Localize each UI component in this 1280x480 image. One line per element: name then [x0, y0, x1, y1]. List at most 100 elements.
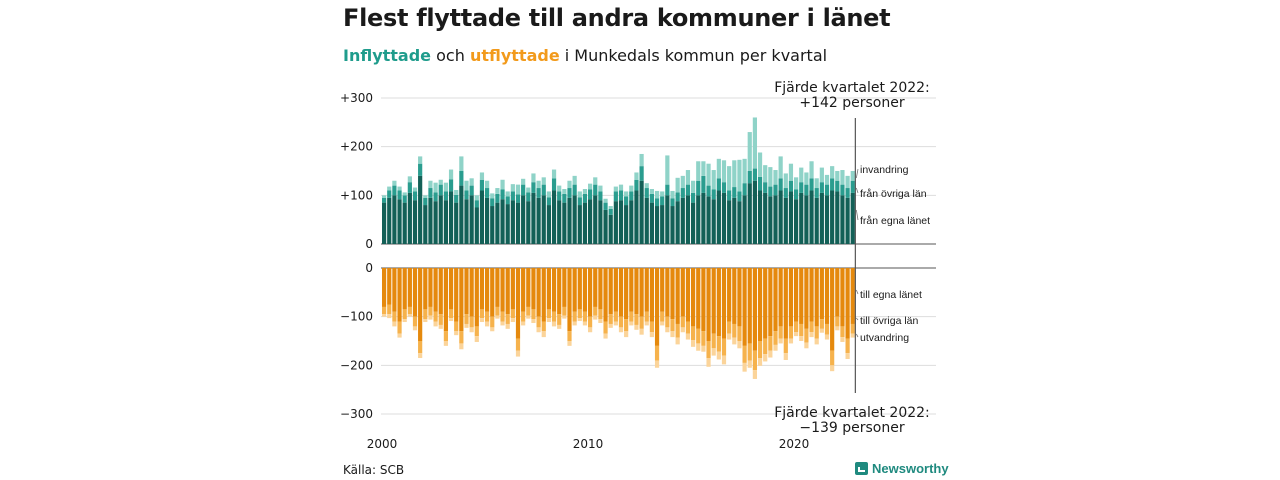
bar-out-2	[670, 331, 675, 338]
bar-in-0	[835, 191, 840, 244]
bar-out-2	[675, 337, 680, 345]
bar-in-0	[382, 202, 387, 244]
bar-in-0	[531, 192, 536, 244]
bar-in-1	[845, 188, 850, 198]
bar-out-0	[479, 268, 485, 310]
bar-in-2	[794, 177, 799, 190]
bar-in-0	[485, 197, 490, 244]
bar-in-1	[649, 193, 654, 203]
bar-out-2	[510, 318, 515, 323]
bar-in-2	[459, 156, 464, 171]
bar-out-1	[495, 306, 500, 316]
bar-out-0	[387, 268, 392, 305]
bar-in-1	[768, 186, 773, 197]
bar-out-1	[459, 331, 464, 344]
bar-out-1	[840, 326, 845, 338]
bar-in-1	[629, 191, 634, 201]
bar-in-0	[613, 201, 618, 244]
bar-in-2	[665, 155, 670, 185]
bar-out-0	[402, 268, 407, 310]
bar-out-0	[716, 268, 721, 337]
bar-in-0	[691, 202, 696, 244]
bar-in-0	[716, 190, 721, 244]
bar-out-2	[624, 331, 629, 338]
bar-in-2	[706, 163, 711, 186]
bar-in-1	[572, 184, 577, 196]
bar-in-2	[397, 186, 402, 191]
bar-out-0	[804, 268, 809, 329]
bar-out-2	[804, 342, 809, 349]
series-leader-out	[856, 317, 859, 321]
bar-in-1	[757, 176, 763, 191]
bar-in-1	[562, 193, 567, 203]
bar-in-1	[660, 196, 665, 206]
bar-out-0	[438, 268, 443, 315]
bar-out-1	[577, 309, 582, 319]
bar-out-1	[582, 311, 588, 322]
bar-in-0	[737, 201, 742, 244]
bar-out-1	[541, 321, 546, 332]
bar-in-2	[485, 180, 490, 189]
bar-out-0	[809, 268, 814, 322]
bar-in-1	[433, 192, 438, 202]
bar-in-1	[819, 182, 824, 193]
bar-out-2	[423, 319, 428, 323]
bar-out-1	[819, 319, 824, 329]
bar-in-2	[634, 172, 639, 180]
bar-out-1	[603, 321, 608, 334]
bar-out-0	[557, 268, 562, 315]
bar-out-0	[541, 268, 546, 322]
bar-in-0	[515, 202, 521, 244]
bar-out-0	[794, 268, 799, 322]
bar-in-0	[459, 185, 464, 244]
bar-in-1	[567, 188, 572, 198]
bar-out-1	[783, 338, 788, 354]
bar-in-2	[747, 132, 752, 171]
bar-out-2	[845, 353, 850, 360]
bar-out-0	[526, 268, 531, 307]
bar-in-0	[469, 195, 474, 244]
bar-out-1	[691, 326, 696, 341]
bar-in-2	[469, 178, 474, 186]
bar-out-0	[536, 268, 541, 317]
bar-out-2	[407, 314, 412, 317]
bar-in-1	[608, 208, 613, 215]
bar-out-2	[809, 332, 814, 338]
bar-out-1	[448, 309, 454, 319]
bar-in-1	[546, 197, 551, 206]
bar-in-0	[572, 195, 577, 244]
bar-out-0	[510, 268, 515, 310]
bar-out-1	[701, 331, 706, 346]
source-note: Källa: SCB	[343, 463, 405, 477]
bar-in-0	[830, 190, 835, 244]
bar-in-2	[500, 179, 505, 190]
bar-out-0	[505, 268, 510, 315]
bar-out-0	[675, 268, 680, 324]
bar-out-1	[850, 323, 855, 334]
bar-in-1	[701, 175, 706, 193]
bar-in-0	[490, 206, 495, 244]
bar-out-0	[752, 268, 757, 351]
bar-out-2	[397, 333, 402, 338]
bar-out-2	[680, 327, 685, 333]
bar-out-2	[562, 315, 567, 319]
bar-out-0	[629, 268, 634, 312]
bar-out-2	[546, 318, 551, 323]
bar-in-0	[402, 202, 407, 244]
bar-in-1	[495, 193, 500, 203]
bar-in-0	[412, 200, 418, 244]
bar-in-0	[778, 190, 783, 244]
bar-out-1	[634, 314, 639, 325]
bar-in-2	[387, 186, 392, 191]
bar-out-2	[557, 324, 562, 329]
bar-out-2	[701, 345, 706, 352]
bar-in-0	[598, 200, 603, 244]
bar-in-0	[696, 195, 701, 244]
bar-in-1	[526, 192, 531, 202]
bar-out-0	[397, 268, 402, 322]
y-tick-label-top: +200	[340, 140, 373, 154]
bar-in-2	[412, 187, 418, 192]
bar-in-1	[454, 194, 459, 203]
bar-out-1	[418, 341, 423, 354]
